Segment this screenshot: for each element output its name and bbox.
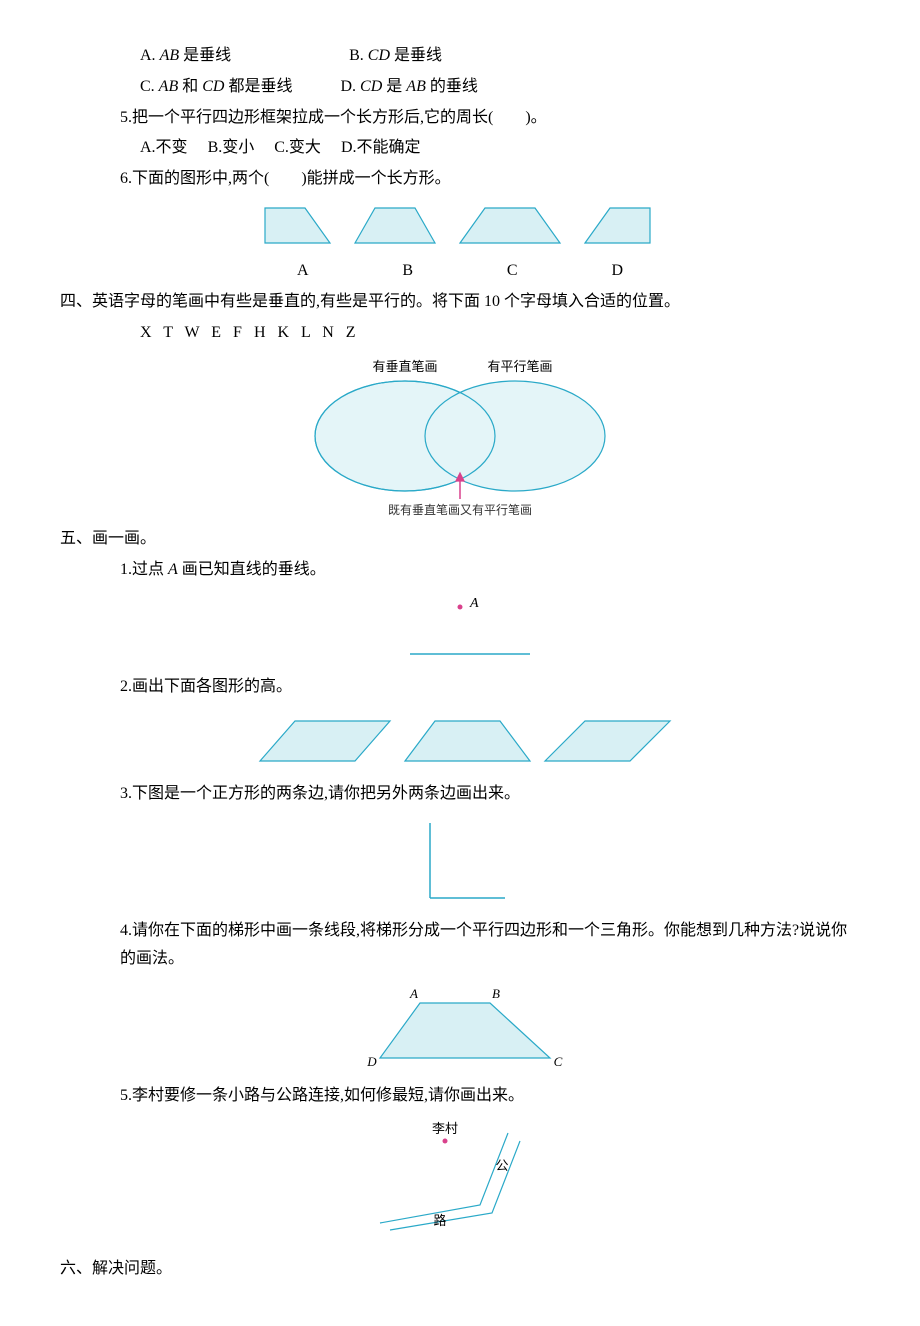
svg-text:有垂直笔画: 有垂直笔画	[372, 359, 437, 374]
opt-c-text: 都是垂线	[224, 78, 292, 95]
q5-options: A.不变 B.变小 C.变大 D.不能确定	[60, 134, 860, 163]
sec5-q2: 2.画出下面各图形的高。	[60, 673, 860, 702]
q5-stem: 5.把一个平行四边形框架拉成一个长方形后,它的周长( )。	[60, 104, 860, 133]
q4-trapezoid: A B C D	[340, 978, 580, 1078]
opt-d-t2: 的垂线	[426, 78, 478, 95]
svg-text:D: D	[366, 1054, 377, 1069]
q1-A: A	[168, 561, 178, 578]
q6-label-a: A	[297, 257, 309, 286]
opt-c-ab: AB	[159, 78, 179, 95]
q2-shapes	[240, 706, 680, 776]
sec5-q5-figure: 李村公路	[60, 1115, 860, 1235]
opt-c-prefix: C.	[140, 78, 159, 95]
svg-text:C: C	[554, 1054, 563, 1069]
opt-d-prefix: D.	[340, 78, 360, 95]
svg-text:李村: 李村	[432, 1121, 458, 1136]
opt-a-prefix: A.	[140, 47, 160, 64]
opt-b-prefix: B.	[349, 47, 368, 64]
opt-d-ab: AB	[406, 78, 426, 95]
opt-d-cd: CD	[360, 78, 382, 95]
sec5-q3-figure	[60, 813, 860, 913]
q1-diagram: A	[370, 589, 550, 669]
q5-opt-b: B.变小	[208, 139, 255, 156]
opt-d-t1: 是	[382, 78, 406, 95]
q5-opt-a: A.不变	[140, 139, 188, 156]
svg-text:公: 公	[495, 1158, 508, 1173]
q6-shapes	[250, 198, 670, 253]
svg-text:A: A	[409, 986, 418, 1001]
opt-a-text: 是垂线	[179, 47, 231, 64]
svg-text:A: A	[469, 596, 479, 611]
svg-text:路: 路	[433, 1213, 446, 1228]
sec5-title: 五、画一画。	[60, 525, 860, 554]
q5-opt-c: C.变大	[274, 139, 321, 156]
svg-text:B: B	[492, 986, 500, 1001]
q6-label-d: D	[611, 257, 623, 286]
sec5-q4: 4.请你在下面的梯形中画一条线段,将梯形分成一个平行四边形和一个三角形。你能想到…	[60, 917, 860, 975]
q1-pre: 1.过点	[120, 561, 168, 578]
svg-text:有平行笔画: 有平行笔画	[487, 359, 552, 374]
venn-diagram: 有垂直笔画 有平行笔画既有垂直笔画又有平行笔画	[285, 351, 635, 521]
q5-opt-d: D.不能确定	[341, 139, 421, 156]
sec5-q5: 5.李村要修一条小路与公路连接,如何修最短,请你画出来。	[60, 1082, 860, 1111]
sec5-q3: 3.下图是一个正方形的两条边,请你把另外两条边画出来。	[60, 780, 860, 809]
sec4-letters: X T W E F H K L N Z	[60, 319, 860, 348]
q6-figure	[60, 198, 860, 253]
q4-option-line-1: A. AB 是垂线 B. CD 是垂线	[60, 42, 860, 71]
q6-label-b: B	[402, 257, 413, 286]
opt-a-ab: AB	[160, 47, 180, 64]
q6-label-c: C	[507, 257, 518, 286]
sec4-title: 四、英语字母的笔画中有些是垂直的,有些是平行的。将下面 10 个字母填入合适的位…	[60, 288, 860, 317]
svg-text:既有垂直笔画又有平行笔画: 既有垂直笔画又有平行笔画	[388, 502, 532, 517]
q6-labels: A B C D	[240, 257, 680, 286]
opt-c-and: 和	[178, 78, 202, 95]
opt-c-cd: CD	[202, 78, 224, 95]
sec5-q4-figure: A B C D	[60, 978, 860, 1078]
sec5-q1-figure: A	[60, 589, 860, 669]
q4-option-line-2: C. AB 和 CD 都是垂线 D. CD 是 AB 的垂线	[60, 73, 860, 102]
q5-road: 李村公路	[360, 1115, 560, 1235]
q3-square	[400, 813, 520, 913]
sec5-q2-figure	[60, 706, 860, 776]
q1-tail: 画已知直线的垂线。	[178, 561, 326, 578]
venn-figure: 有垂直笔画 有平行笔画既有垂直笔画又有平行笔画	[60, 351, 860, 521]
opt-b-cd: CD	[368, 47, 390, 64]
q6-stem: 6.下面的图形中,两个( )能拼成一个长方形。	[60, 165, 860, 194]
sec6-title: 六、解决问题。	[60, 1255, 860, 1284]
opt-b-text: 是垂线	[390, 47, 442, 64]
sec5-q1: 1.过点 A 画已知直线的垂线。	[60, 556, 860, 585]
